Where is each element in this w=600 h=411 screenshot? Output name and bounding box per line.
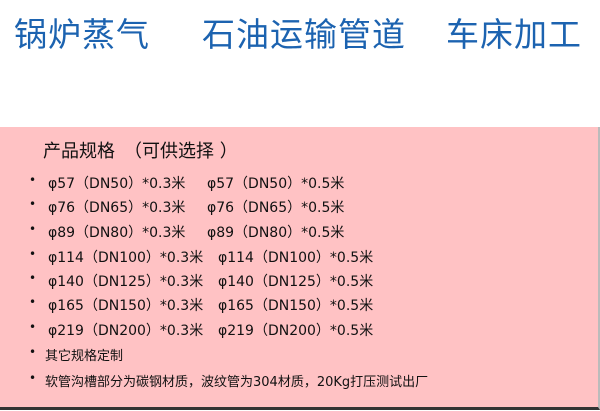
spec-0.3m: φ57（DN50）*0.3米 — [48, 176, 186, 192]
bullet-icon: • — [29, 271, 37, 285]
spec-0.3m: φ89（DN80）*0.3米 — [48, 225, 186, 241]
spec-0.3m: φ76（DN65）*0.3米 — [48, 200, 186, 216]
spec-0.5m: φ140（DN125）*0.5米 — [218, 274, 374, 290]
spec-panel: 产品规格 （可供选择 ） • φ57（DN50）*0.3米 φ57（DN50）*0.… — [0, 127, 600, 410]
bullet-icon: • — [29, 197, 37, 211]
bullet-icon: • — [29, 320, 37, 334]
note-text: 其它规格定制 — [45, 349, 124, 364]
spec-0.3m: φ114（DN100）*0.3米 — [48, 250, 204, 266]
headline-lathe: 车床加工 — [446, 15, 582, 54]
spec-0.5m: φ219（DN200）*0.5米 — [218, 323, 374, 339]
bullet-icon: • — [29, 345, 37, 359]
bullet-icon: • — [29, 222, 37, 236]
spec-0.5m: φ114（DN100）*0.5米 — [218, 250, 374, 266]
headline: 锅炉蒸气 石油运输管道 车床加工 — [14, 8, 600, 54]
spec-0.3m: φ140（DN125）*0.3米 — [48, 274, 204, 290]
spec-0.3m: φ219（DN200）*0.3米 — [48, 323, 204, 339]
bullet-icon: • — [29, 173, 37, 187]
spec-title: 产品规格 （可供选择 ） — [43, 141, 238, 162]
headline-pipeline: 石油运输管道 — [202, 15, 406, 54]
spec-0.5m: φ165（DN150）*0.5米 — [218, 298, 374, 314]
headline-boiler: 锅炉蒸气 — [14, 15, 150, 54]
note-text: 软管沟槽部分为碳钢材质，波纹管为304材质，20Kg打压测试出厂 — [45, 375, 429, 390]
bullet-icon: • — [29, 247, 37, 261]
bullet-icon: • — [29, 295, 37, 309]
spec-0.5m: φ89（DN80）*0.5米 — [207, 225, 345, 241]
spec-0.5m: φ57（DN50）*0.5米 — [207, 176, 345, 192]
spec-0.5m: φ76（DN65）*0.5米 — [207, 200, 345, 216]
spec-0.3m: φ165（DN150）*0.3米 — [48, 298, 204, 314]
bullet-icon: • — [29, 371, 37, 385]
